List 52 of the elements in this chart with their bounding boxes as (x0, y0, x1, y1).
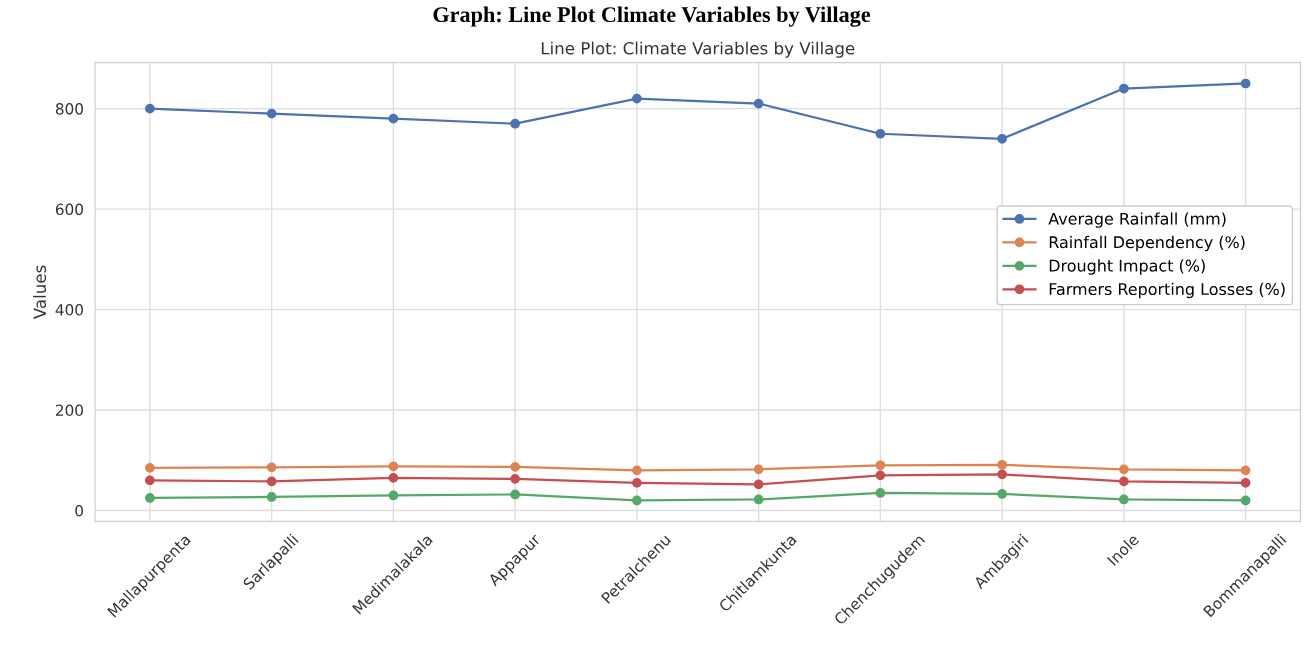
point (510, 489, 521, 500)
point (510, 474, 521, 484)
point (997, 469, 1007, 480)
point (1240, 78, 1251, 89)
point (875, 488, 886, 498)
legend-label: Average Rainfall (mm) (1048, 212, 1226, 228)
point (510, 118, 521, 129)
point (632, 495, 642, 506)
point (997, 459, 1007, 470)
legend-label: Drought Impact (%) (1049, 259, 1205, 275)
point (1119, 494, 1129, 505)
point (145, 493, 155, 503)
point (388, 113, 399, 124)
y-axis-title: Values (33, 265, 47, 320)
point (1119, 476, 1129, 487)
point (266, 492, 277, 502)
y-tick-label: 200 (55, 404, 83, 417)
legend-label: Rainfall Dependency (%) (1049, 235, 1245, 252)
point (875, 460, 886, 471)
point (753, 464, 764, 475)
point (753, 494, 764, 505)
point (1240, 465, 1251, 476)
y-tick-label: 800 (55, 103, 83, 115)
point (145, 462, 155, 473)
point (266, 462, 277, 473)
point (1240, 495, 1251, 506)
point (997, 133, 1007, 144)
legend-label: Farmers Reporting Losses (%) (1049, 282, 1285, 299)
point (875, 470, 886, 481)
point (510, 461, 521, 472)
point (145, 475, 155, 486)
point (632, 478, 642, 488)
point (875, 128, 886, 139)
point (266, 108, 277, 119)
point (388, 473, 399, 483)
y-tick-label: 400 (55, 304, 83, 316)
point (753, 98, 764, 109)
point (1119, 464, 1129, 475)
point (632, 465, 642, 476)
point (632, 93, 642, 104)
y-tick-label: 0 (75, 504, 83, 517)
chart-subtitle: Line Plot: Climate Variables by Village (541, 41, 855, 58)
point (1240, 478, 1251, 488)
point (388, 490, 399, 501)
y-tick-label: 600 (55, 203, 83, 216)
point (388, 461, 399, 472)
point (145, 103, 155, 114)
chart-title: Graph: Line Plot Climate Variables by Village (433, 6, 871, 27)
point (1119, 83, 1129, 94)
point (997, 489, 1007, 499)
point (266, 476, 277, 487)
point (753, 479, 764, 490)
